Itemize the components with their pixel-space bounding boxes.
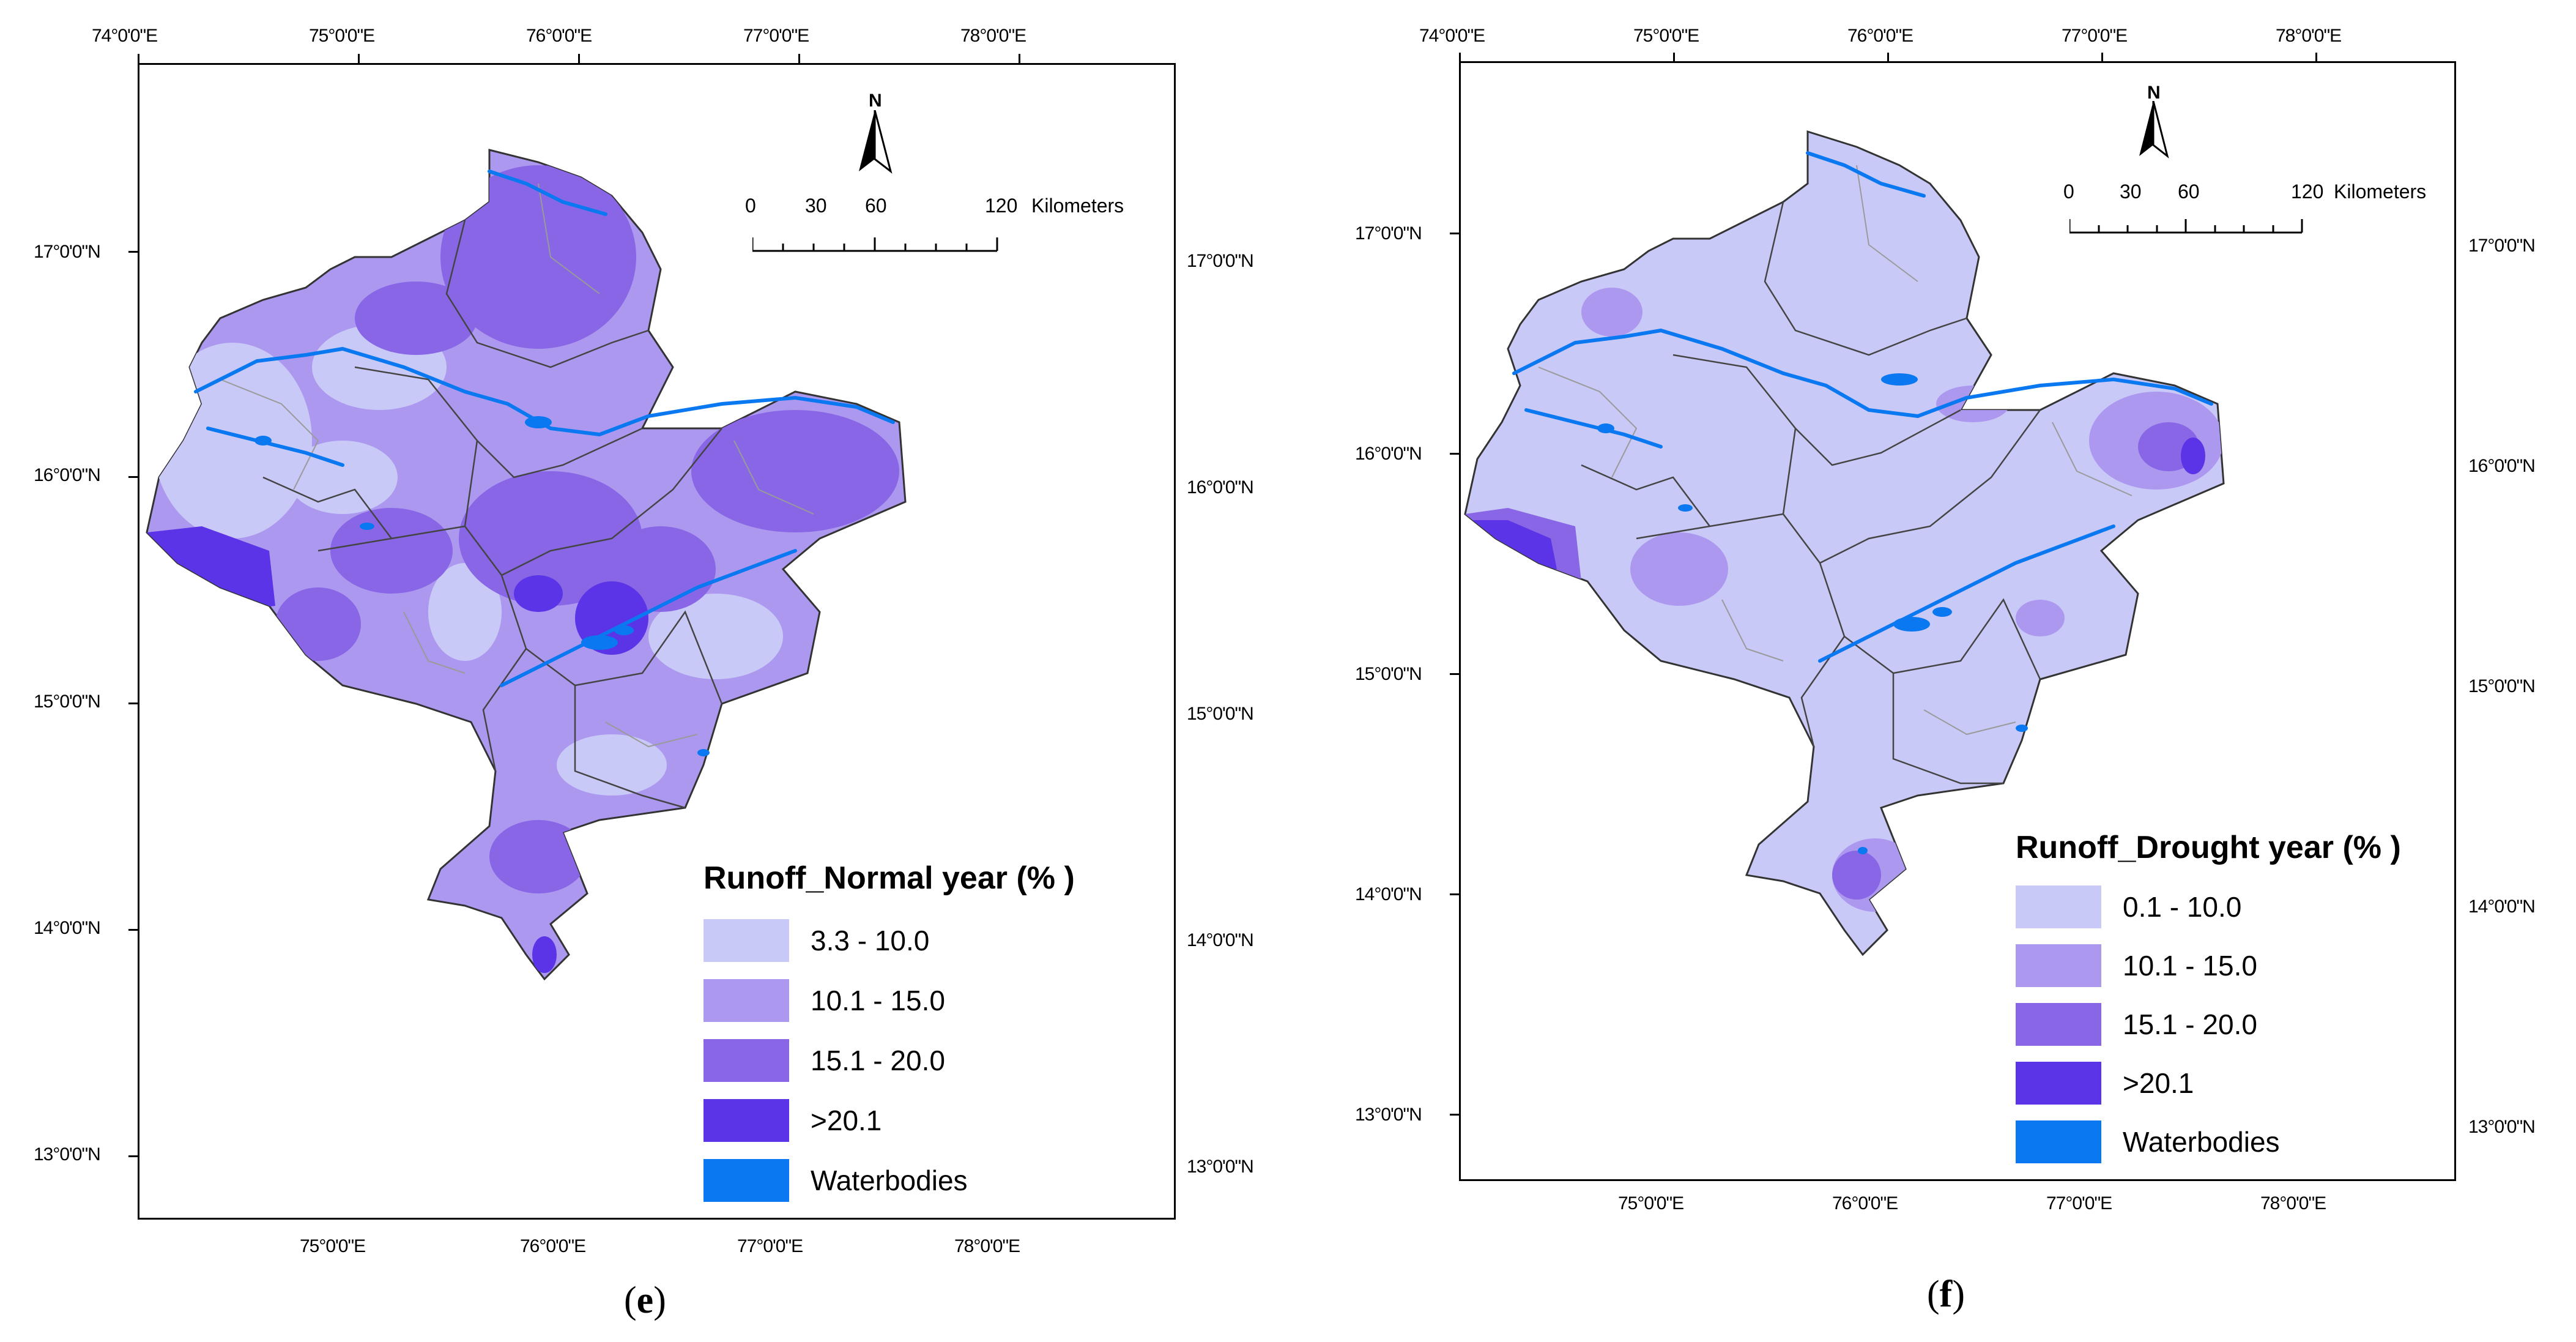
- scale-label: 120: [985, 195, 1018, 217]
- left-lat-label: 17°0'0"N: [1355, 223, 1422, 244]
- left-lat-label: 15°0'0"N: [1355, 664, 1422, 684]
- legend-item: 10.1 - 15.0: [2016, 944, 2444, 987]
- legend-swatch: [703, 979, 789, 1022]
- legend-label: 10.1 - 15.0: [2123, 950, 2257, 982]
- top-lon-label: 76°0'0"E: [526, 26, 592, 46]
- bottom-lon-label: 77°0'0"E: [2046, 1193, 2112, 1213]
- legend-title: Runoff_Normal year (% ): [703, 860, 1075, 896]
- bottom-lon-label: 75°0'0"E: [300, 1236, 366, 1256]
- panel-caption: (e): [624, 1280, 666, 1321]
- legend-label: >20.1: [2123, 1067, 2194, 1099]
- legend-item: >20.1: [2016, 1062, 2444, 1105]
- top-lon-label: 78°0'0"E: [2276, 26, 2342, 46]
- bottom-lon-label: 76°0'0"E: [520, 1236, 586, 1256]
- legend-title: Runoff_Drought year (% ): [2016, 830, 2401, 865]
- top-lon-label: 74°0'0"E: [92, 26, 158, 46]
- right-lat-label: 14°0'0"N: [1187, 930, 1254, 950]
- right-lat-label: 15°0'0"N: [2468, 676, 2536, 696]
- left-lat-label: 16°0'0"N: [1355, 444, 1422, 464]
- legend-item: 10.1 - 15.0: [703, 979, 1132, 1022]
- legend-swatch: [2016, 1120, 2101, 1163]
- right-lat-label: 16°0'0"N: [1187, 477, 1254, 498]
- top-lon-label: 78°0'0"E: [960, 26, 1026, 46]
- map-panel-drought-year: 74°0'0"E 75°0'0"E 76°0'0"E 77°0'0"E 78°0…: [1288, 0, 2576, 1342]
- legend-swatch: [703, 919, 789, 962]
- legend-label: Waterbodies: [811, 1165, 968, 1196]
- scale-label: 30: [805, 195, 827, 217]
- left-lat-label: 16°0'0"N: [34, 465, 101, 485]
- top-lon-label: 75°0'0"E: [1633, 26, 1699, 46]
- top-lon-label: 75°0'0"E: [309, 26, 375, 46]
- top-lon-label: 77°0'0"E: [743, 26, 809, 46]
- north-label: N: [2147, 83, 2161, 103]
- legend: Runoff_Normal year (% ) 3.3 - 10.0 10.1 …: [703, 860, 1168, 1202]
- right-lat-label: 13°0'0"N: [1187, 1157, 1254, 1177]
- legend-swatch: [2016, 944, 2101, 987]
- scale-label: 0: [2063, 181, 2074, 203]
- bottom-lon-label: 76°0'0"E: [1832, 1193, 1898, 1213]
- legend-label: 15.1 - 20.0: [811, 1045, 945, 1076]
- scale-label: 120: [2291, 181, 2324, 203]
- left-lat-label: 13°0'0"N: [34, 1144, 101, 1165]
- scale-label: 60: [2178, 181, 2200, 203]
- legend-item: Waterbodies: [703, 1159, 1132, 1202]
- scale-label: 0: [745, 195, 756, 217]
- legend-label: >20.1: [811, 1105, 882, 1136]
- scale-label: 60: [865, 195, 887, 217]
- north-arrow-icon: [859, 110, 893, 174]
- map-panel-normal-year: 74°0'0"E 75°0'0"E 76°0'0"E 77°0'0"E 78°0…: [34, 26, 1254, 1321]
- north-arrow: N: [850, 91, 899, 176]
- legend-label: 3.3 - 10.0: [811, 925, 930, 956]
- caption-letter: e: [636, 1280, 654, 1321]
- top-lon-label: 74°0'0"E: [1419, 26, 1485, 46]
- bottom-lon-label: 78°0'0"E: [2260, 1193, 2326, 1213]
- legend-swatch: [703, 1099, 789, 1142]
- panel-caption: (f): [1927, 1273, 1965, 1315]
- legend-item: 0.1 - 10.0: [2016, 885, 2444, 928]
- legend-swatch: [2016, 1062, 2101, 1105]
- runoff-map-normal: [146, 149, 907, 981]
- left-lat-label: 15°0'0"N: [34, 692, 101, 712]
- top-lon-label: 77°0'0"E: [2062, 26, 2128, 46]
- legend-item: >20.1: [703, 1099, 1132, 1142]
- legend-swatch: [2016, 885, 2101, 928]
- bottom-lon-label: 75°0'0"E: [1618, 1193, 1684, 1213]
- runoff-map-drought: [1464, 130, 2225, 956]
- legend-item: 15.1 - 20.0: [2016, 1003, 2444, 1046]
- bottom-lon-label: 78°0'0"E: [954, 1236, 1020, 1256]
- scale-unit: Kilometers: [1031, 195, 1124, 217]
- bottom-lon-label: 77°0'0"E: [737, 1236, 803, 1256]
- legend: Runoff_Drought year (% ) 0.1 - 10.0 10.1…: [2016, 829, 2481, 1163]
- legend-swatch: [703, 1159, 789, 1202]
- legend-label: 10.1 - 15.0: [811, 985, 945, 1016]
- scale-bar: 0 30 60 120 Kilometers: [745, 195, 1150, 262]
- legend-label: Waterbodies: [2123, 1126, 2280, 1158]
- right-lat-label: 13°0'0"N: [2468, 1117, 2536, 1137]
- right-lat-label: 15°0'0"N: [1187, 704, 1254, 724]
- north-label: N: [869, 91, 882, 111]
- right-lat-label: 14°0'0"N: [2468, 897, 2536, 917]
- legend-item: 15.1 - 20.0: [703, 1039, 1132, 1082]
- legend-label: 15.1 - 20.0: [2123, 1008, 2257, 1040]
- left-lat-label: 17°0'0"N: [34, 242, 101, 262]
- right-lat-label: 17°0'0"N: [1187, 251, 1254, 271]
- scale-label: 30: [2120, 181, 2142, 203]
- legend-label: 0.1 - 10.0: [2123, 891, 2242, 923]
- north-arrow-icon: [2139, 101, 2169, 158]
- left-lat-label: 13°0'0"N: [1355, 1105, 1422, 1125]
- top-lon-label: 76°0'0"E: [1847, 26, 1913, 46]
- caption-letter: f: [1939, 1273, 1953, 1315]
- right-lat-label: 16°0'0"N: [2468, 456, 2536, 476]
- left-lat-label: 14°0'0"N: [34, 918, 101, 938]
- scale-bar: 0 30 60 120 Kilometers: [2063, 181, 2456, 242]
- legend-item: Waterbodies: [2016, 1120, 2444, 1163]
- legend-swatch: [703, 1039, 789, 1082]
- scale-unit: Kilometers: [2334, 181, 2427, 203]
- legend-item: 3.3 - 10.0: [703, 919, 1132, 962]
- north-arrow: N: [2132, 83, 2175, 162]
- right-lat-label: 17°0'0"N: [2468, 236, 2536, 256]
- legend-swatch: [2016, 1003, 2101, 1046]
- left-lat-label: 14°0'0"N: [1355, 884, 1422, 904]
